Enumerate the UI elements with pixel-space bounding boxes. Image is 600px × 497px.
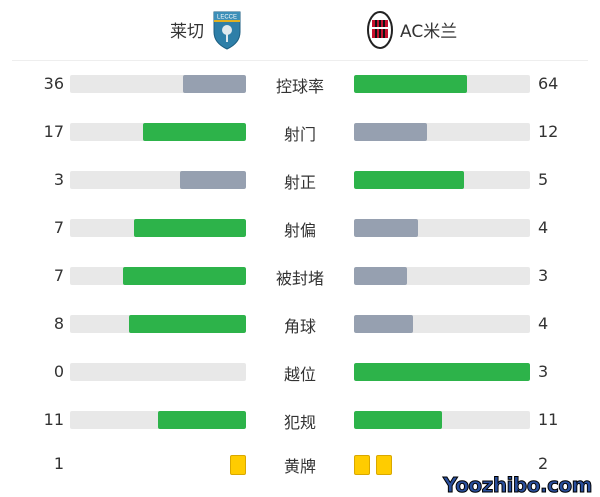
home-value: 36 [43, 74, 64, 93]
yellow-card-icon [376, 455, 392, 475]
home-bar [70, 363, 246, 381]
ac-milan-badge-icon [367, 11, 393, 49]
stat-row: 3 射正 5 [0, 170, 600, 194]
away-bar-fill [354, 315, 413, 333]
away-value: 11 [538, 410, 559, 429]
home-value: 8 [53, 314, 64, 333]
stat-label: 射门 [283, 125, 316, 144]
away-bar-fill [354, 123, 427, 141]
away-value: 3 [538, 362, 549, 381]
home-bar [70, 75, 246, 93]
away-yellow-cards [354, 455, 392, 475]
stat-row: 7 射偏 4 [0, 218, 600, 242]
lecce-badge-icon: LECCE [213, 11, 241, 50]
stat-row: 11 犯规 11 [0, 410, 600, 434]
home-bar-fill [134, 219, 246, 237]
away-value: 64 [538, 74, 559, 93]
away-value: 3 [538, 266, 549, 285]
away-bar [354, 363, 530, 381]
home-value: 3 [53, 170, 64, 189]
home-value: 11 [43, 410, 64, 429]
away-bar [354, 315, 530, 333]
stat-label: 控球率 [275, 77, 324, 96]
home-value: 17 [43, 122, 64, 141]
home-value: 7 [53, 266, 64, 285]
away-bar-fill [354, 219, 418, 237]
home-value: 0 [53, 362, 64, 381]
stat-row: 0 越位 3 [0, 362, 600, 386]
stat-row: 36 控球率 64 [0, 74, 600, 98]
header-divider [12, 60, 588, 61]
stat-row: 8 角球 4 [0, 314, 600, 338]
away-bar-fill [354, 411, 442, 429]
home-bar-fill [128, 315, 246, 333]
home-bar [70, 411, 246, 429]
home-bar [70, 123, 246, 141]
stat-label: 被封堵 [275, 269, 324, 288]
away-value: 12 [538, 122, 559, 141]
home-value: 7 [53, 218, 64, 237]
home-bar-fill [180, 171, 246, 189]
home-yellow-cards [230, 455, 246, 475]
away-bar-fill [354, 267, 407, 285]
home-bar-fill [122, 267, 246, 285]
away-bar [354, 75, 530, 93]
stat-label: 射正 [283, 173, 316, 192]
stat-label: 犯规 [283, 413, 316, 432]
away-bar [354, 219, 530, 237]
watermark-logo: Yoozhibo.com [443, 473, 593, 497]
home-bar-fill [142, 123, 246, 141]
home-bar [70, 219, 246, 237]
stat-row: 7 被封堵 3 [0, 266, 600, 290]
home-bar [70, 171, 246, 189]
stat-row: 17 射门 12 [0, 122, 600, 146]
away-team-name: AC米兰 [400, 22, 458, 42]
home-bar [70, 315, 246, 333]
away-value: 2 [538, 454, 549, 473]
home-bar-fill [158, 411, 246, 429]
away-bar [354, 267, 530, 285]
stat-label: 黄牌 [283, 457, 316, 476]
home-bar [70, 267, 246, 285]
yellow-card-icon [230, 455, 246, 475]
home-team-name: 莱切 [170, 22, 204, 42]
home-value: 1 [53, 454, 64, 473]
stat-label: 越位 [283, 365, 316, 384]
match-header: 莱切 LECCE AC米兰 [0, 0, 600, 60]
stat-row-yellow-cards: 1 黄牌 2 [0, 454, 600, 478]
stat-label: 射偏 [283, 221, 316, 240]
badge-text: LECCE [217, 15, 237, 21]
away-bar-fill [354, 171, 464, 189]
away-bar [354, 411, 530, 429]
away-value: 4 [538, 218, 549, 237]
away-bar [354, 123, 530, 141]
home-bar-fill [182, 75, 246, 93]
stat-label: 角球 [283, 317, 316, 336]
away-value: 4 [538, 314, 549, 333]
away-bar-fill [354, 363, 530, 381]
yellow-card-icon [354, 455, 370, 475]
away-bar [354, 171, 530, 189]
away-bar-fill [354, 75, 467, 93]
away-value: 5 [538, 170, 549, 189]
